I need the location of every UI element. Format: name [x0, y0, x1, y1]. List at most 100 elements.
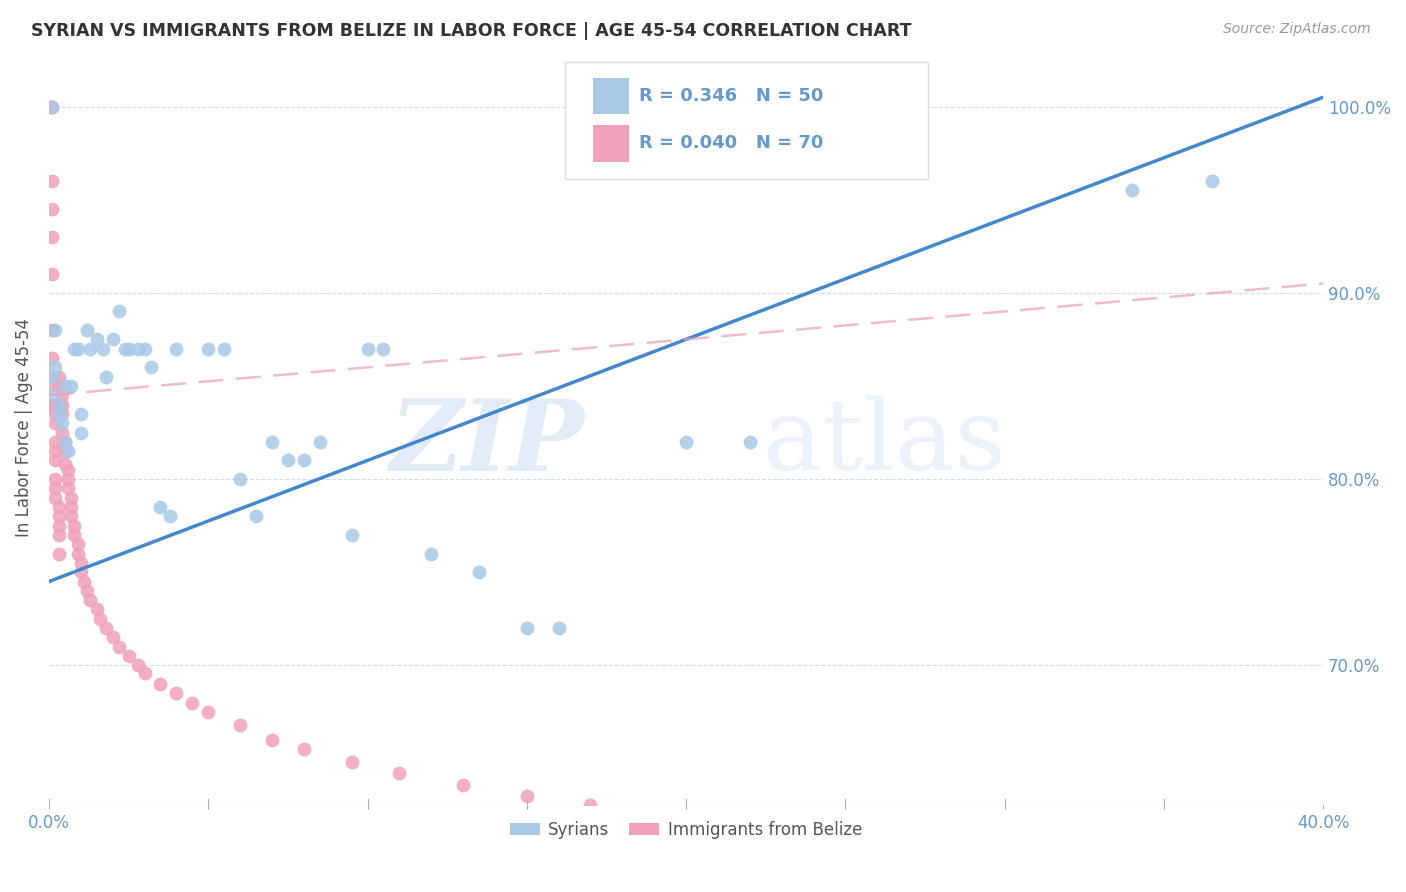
Point	[48, 398, 70, 412]
Point	[48, 407, 70, 421]
Point	[388, 766, 411, 780]
Point	[48, 518, 70, 533]
Point	[340, 755, 363, 769]
Point	[60, 500, 83, 514]
Point	[60, 491, 83, 505]
Point	[79, 593, 101, 607]
Point	[41, 230, 63, 244]
Point	[44, 482, 66, 496]
Point	[451, 778, 474, 792]
Point	[41, 99, 63, 113]
Point	[516, 621, 538, 635]
Point	[101, 332, 124, 346]
Point	[44, 407, 66, 421]
Point	[44, 491, 66, 505]
Point	[1201, 174, 1223, 188]
Point	[117, 342, 139, 356]
Point	[292, 742, 315, 756]
Point	[41, 174, 63, 188]
Point	[44, 360, 66, 375]
Point	[181, 696, 204, 710]
Point	[79, 342, 101, 356]
Point	[69, 425, 91, 440]
Point	[41, 351, 63, 365]
Point	[41, 379, 63, 393]
Point	[292, 453, 315, 467]
Point	[96, 369, 118, 384]
Point	[53, 457, 76, 471]
Point	[48, 528, 70, 542]
Point	[60, 509, 83, 524]
Point	[56, 482, 79, 496]
Point	[127, 342, 149, 356]
Point	[44, 398, 66, 412]
Point	[212, 342, 235, 356]
Point	[41, 267, 63, 281]
Point	[165, 342, 187, 356]
Point	[356, 342, 378, 356]
Point	[108, 304, 131, 318]
Point	[41, 99, 63, 113]
Point	[165, 686, 187, 700]
Text: R = 0.346   N = 50: R = 0.346 N = 50	[638, 87, 824, 105]
Point	[159, 509, 181, 524]
Text: Source: ZipAtlas.com: Source: ZipAtlas.com	[1223, 22, 1371, 37]
FancyBboxPatch shape	[593, 126, 628, 161]
Point	[56, 472, 79, 486]
Point	[53, 444, 76, 458]
Point	[44, 434, 66, 449]
Point	[39, 99, 62, 113]
Point	[139, 360, 162, 375]
Point	[44, 444, 66, 458]
Point	[420, 547, 443, 561]
Y-axis label: In Labor Force | Age 45-54: In Labor Force | Age 45-54	[15, 318, 32, 537]
Point	[340, 528, 363, 542]
Point	[44, 323, 66, 337]
Point	[48, 509, 70, 524]
Point	[66, 342, 89, 356]
FancyBboxPatch shape	[593, 78, 628, 114]
Point	[108, 640, 131, 654]
Point	[114, 342, 136, 356]
Point	[73, 574, 96, 589]
Point	[1121, 183, 1143, 197]
Point	[41, 398, 63, 412]
Point	[60, 379, 83, 393]
Point	[48, 379, 70, 393]
Point	[66, 547, 89, 561]
Point	[69, 407, 91, 421]
Text: SYRIAN VS IMMIGRANTS FROM BELIZE IN LABOR FORCE | AGE 45-54 CORRELATION CHART: SYRIAN VS IMMIGRANTS FROM BELIZE IN LABO…	[31, 22, 911, 40]
Point	[197, 342, 219, 356]
Point	[134, 665, 156, 680]
Point	[63, 528, 86, 542]
Point	[41, 202, 63, 216]
Point	[63, 342, 86, 356]
Point	[44, 416, 66, 430]
Point	[51, 425, 73, 440]
Point	[53, 379, 76, 393]
Point	[63, 518, 86, 533]
Point	[675, 434, 697, 449]
Point	[41, 398, 63, 412]
Point	[245, 509, 267, 524]
Point	[547, 621, 569, 635]
Point	[51, 407, 73, 421]
Legend: Syrians, Immigrants from Belize: Syrians, Immigrants from Belize	[503, 814, 869, 846]
Point	[229, 472, 252, 486]
Point	[53, 434, 76, 449]
Point	[48, 369, 70, 384]
Point	[468, 565, 491, 579]
Text: R = 0.040   N = 70: R = 0.040 N = 70	[638, 135, 824, 153]
Point	[76, 323, 98, 337]
Point	[41, 388, 63, 402]
Point	[260, 434, 283, 449]
Point	[134, 342, 156, 356]
Point	[260, 732, 283, 747]
Point	[117, 648, 139, 663]
Point	[91, 342, 114, 356]
Point	[56, 463, 79, 477]
FancyBboxPatch shape	[565, 62, 928, 179]
Point	[41, 323, 63, 337]
Point	[56, 444, 79, 458]
Point	[41, 369, 63, 384]
